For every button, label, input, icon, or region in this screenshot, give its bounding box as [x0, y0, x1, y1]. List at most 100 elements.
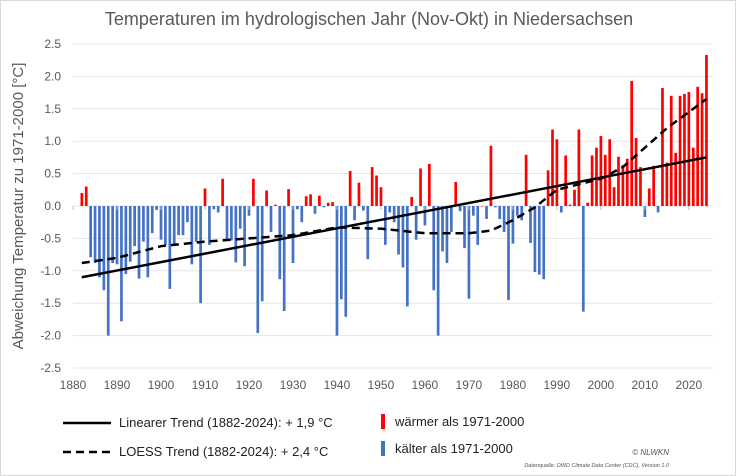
y-tick-label: -2.0 [40, 329, 61, 343]
bar-cold [498, 206, 502, 219]
bar-warm [480, 206, 484, 207]
data-source: Datenquelle: DWD Climate Data Center (CD… [524, 463, 669, 469]
bar-warm [379, 187, 383, 206]
y-tick-label: 0.0 [44, 199, 61, 213]
bar-cold [194, 206, 198, 242]
bar-warm [80, 193, 84, 206]
bar-warm [221, 178, 224, 206]
bar-warm [612, 187, 616, 206]
copyright: © NLWKN [632, 448, 669, 457]
bar-cold [269, 206, 273, 232]
bar-warm [700, 93, 704, 206]
bar-cold [142, 206, 145, 242]
bar-cold [392, 206, 396, 223]
bar-cold [463, 206, 466, 249]
bar-cold [225, 206, 229, 241]
x-tick-label: 1960 [412, 378, 439, 392]
bar-warm [331, 202, 334, 206]
bar-warm [410, 196, 414, 206]
x-tick-label: 1900 [148, 378, 175, 392]
bar-cold [533, 206, 537, 273]
bar-cold [102, 206, 106, 291]
bar-cold [313, 206, 317, 214]
x-tick-label: 1980 [500, 378, 527, 392]
bar-cold [172, 206, 176, 244]
bar-cold [234, 206, 238, 263]
bar-warm [595, 147, 598, 206]
bar-warm [304, 196, 308, 206]
loess-trend-line [81, 98, 708, 265]
x-tick-label: 1940 [324, 378, 351, 392]
bar-warm [287, 189, 290, 206]
y-tick-label: -1.5 [40, 296, 61, 310]
bar-cold [111, 206, 114, 264]
bar-cold [120, 206, 123, 322]
chart-title: Temperaturen im hydrologischen Jahr (Nov… [104, 9, 634, 29]
bar-cold [414, 206, 418, 240]
bar-warm [524, 154, 528, 206]
bar-cold [432, 206, 436, 291]
bar-cold [256, 206, 260, 334]
bar-cold [581, 206, 585, 312]
y-tick-label: 2.0 [44, 69, 61, 83]
bar-warm [419, 168, 422, 206]
bar-cold [93, 206, 97, 264]
bar-warm [683, 93, 686, 206]
bar-cold [89, 206, 92, 258]
y-tick-label: 2.5 [44, 37, 61, 51]
bar-warm [674, 152, 678, 206]
bar-warm [551, 129, 554, 206]
x-tick-label: 2000 [587, 378, 614, 392]
bar-cold [441, 206, 444, 252]
bar-cold [559, 206, 563, 213]
bar-warm [687, 91, 691, 206]
bar-warm [573, 189, 576, 206]
bar-cold [362, 206, 365, 211]
x-tick-label: 1950 [368, 378, 395, 392]
legend-warm-label: wärmer als 1971-2000 [395, 414, 525, 429]
bar-cold [529, 206, 532, 243]
y-tick-label: -2.5 [40, 361, 61, 375]
bar-warm [599, 136, 603, 206]
bar-warm [665, 162, 669, 206]
bar-cold [150, 206, 154, 234]
bar-warm [577, 129, 581, 206]
bar-cold [296, 206, 299, 210]
bar-warm [309, 194, 312, 206]
bar-cold [467, 206, 471, 299]
bar-cold [366, 206, 370, 260]
bar-cold [507, 206, 510, 300]
bar-warm [617, 156, 620, 206]
y-tick-label: -0.5 [40, 231, 61, 245]
bar-cold [300, 206, 304, 223]
legend-cold-label: kälter als 1971-2000 [395, 441, 513, 456]
x-tick-label: 2010 [631, 378, 658, 392]
x-tick-label: 1970 [456, 378, 483, 392]
bar-warm [318, 195, 321, 206]
bar-cold [230, 206, 233, 241]
bar-warm [348, 171, 352, 206]
legend-loess-label: LOESS Trend (1882-2024): + 2,4 °C [119, 444, 329, 459]
bar-cold [388, 206, 392, 213]
bar-warm [652, 165, 656, 206]
bar-cold [124, 206, 128, 275]
bar-warm [669, 95, 673, 206]
bar-warm [84, 186, 88, 206]
x-tick-label: 1990 [543, 378, 570, 392]
bar-cold [436, 206, 440, 336]
bar-cold [164, 206, 167, 245]
legend-warm-swatch [381, 414, 385, 429]
bar-cold [445, 206, 449, 264]
bar-warm [454, 182, 458, 206]
bar-cold [238, 206, 242, 229]
bar-warm [489, 145, 493, 206]
bar-cold [186, 206, 189, 223]
bar-cold [177, 206, 180, 236]
bar-cold [384, 206, 387, 245]
bar-cold [471, 206, 475, 216]
bar-warm [603, 154, 607, 206]
bar-warm [586, 202, 590, 206]
bar-cold [449, 206, 453, 232]
